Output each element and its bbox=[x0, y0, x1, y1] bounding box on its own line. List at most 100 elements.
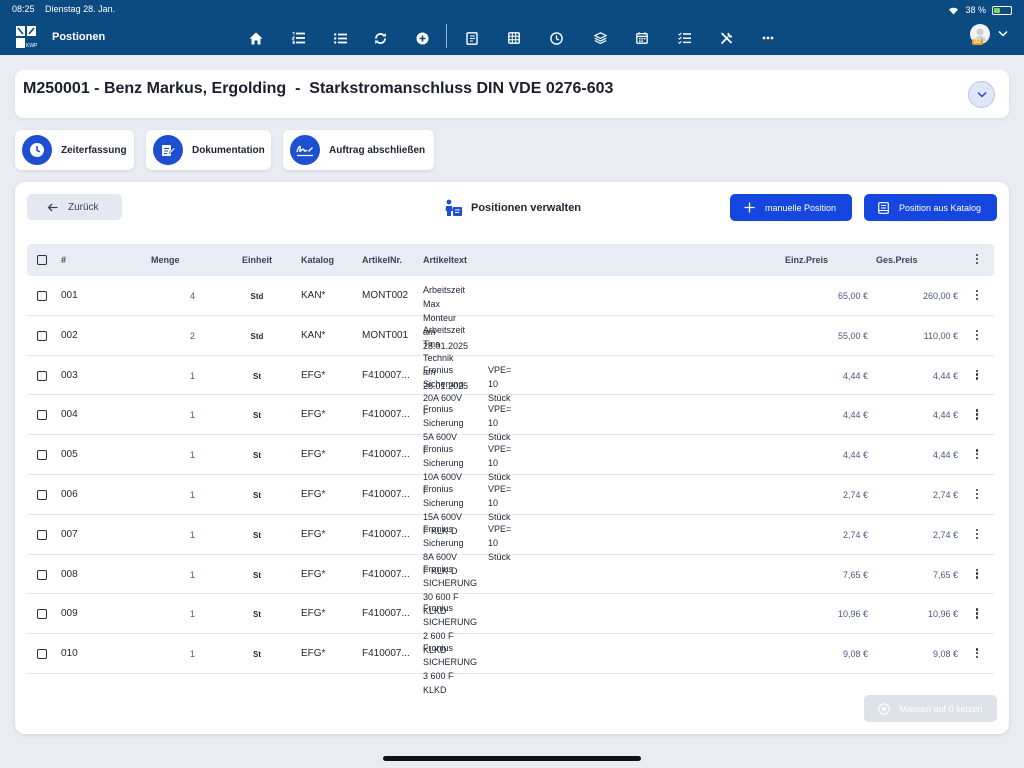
calendar-icon[interactable] bbox=[632, 28, 652, 48]
table-row[interactable]: 001 4 Std KAN* MONT002 Arbeitszeit Max Monteu… bbox=[27, 276, 994, 351]
list-numbered-icon[interactable] bbox=[288, 28, 308, 48]
header-einheit[interactable]: Einheit bbox=[241, 255, 272, 265]
row-checkbox[interactable] bbox=[37, 450, 47, 461]
cell-nr: 004 bbox=[61, 409, 78, 421]
panel-title: Positionen verwalten bbox=[445, 199, 581, 217]
row-checkbox[interactable] bbox=[37, 569, 47, 580]
worker-icon bbox=[445, 199, 462, 216]
header-nr: # bbox=[61, 255, 67, 265]
signature-icon bbox=[290, 135, 320, 165]
more-icon[interactable] bbox=[758, 28, 778, 48]
row-more-icon[interactable] bbox=[975, 488, 979, 500]
row-more-icon[interactable] bbox=[975, 648, 979, 659]
cell-nr: 001 bbox=[61, 290, 78, 301]
back-button[interactable]: Zurück bbox=[27, 194, 122, 220]
cell-einheit: Std bbox=[250, 331, 264, 341]
row-more-icon[interactable] bbox=[975, 528, 979, 539]
cell-artikeltext-line1: Fronius SICHERUNG 3 600 F KLKD bbox=[423, 643, 478, 696]
header-katalog[interactable]: Katalog bbox=[301, 255, 335, 265]
notebook-icon[interactable] bbox=[462, 28, 482, 48]
checklist-icon[interactable] bbox=[674, 28, 694, 48]
row-checkbox[interactable] bbox=[37, 410, 47, 421]
cell-katalog: EFG* bbox=[301, 409, 326, 421]
cell-einzelpreis: 2,74 € bbox=[842, 489, 868, 500]
header-artikelnr[interactable]: ArtikelNr. bbox=[362, 255, 403, 265]
cell-einheit: St bbox=[253, 530, 261, 540]
table-row[interactable]: 010 1 St EFG* F410007... Fronius SICHERUNG 3 … bbox=[27, 634, 994, 695]
table-row[interactable]: 004 1 St EFG* F410007... Fronius Sicherung 5A… bbox=[27, 395, 994, 456]
cell-artikelnr: F410007... bbox=[362, 568, 410, 580]
cell-gesamtpreis: 7,65 € bbox=[932, 569, 958, 580]
cell-katalog: KAN* bbox=[301, 329, 326, 341]
table-row[interactable]: 007 1 St EFG* F410007... Fronius Sicherung 8A… bbox=[27, 515, 994, 576]
cell-menge: 2 bbox=[189, 330, 195, 341]
app-logo: KWP bbox=[16, 26, 37, 49]
table-row[interactable]: 002 2 Std KAN* MONT001 Arbeitszeit Tina Techn… bbox=[27, 316, 994, 391]
row-more-icon[interactable] bbox=[975, 449, 979, 460]
row-checkbox[interactable] bbox=[37, 489, 47, 500]
row-checkbox[interactable] bbox=[37, 529, 47, 540]
row-more-icon[interactable] bbox=[975, 568, 979, 579]
table-header: # Menge Einheit Katalog ArtikelNr. Artik… bbox=[27, 244, 994, 276]
zeiterfassung-button[interactable]: Zeiterfassung bbox=[15, 130, 134, 170]
manual-position-button[interactable]: manuelle Position bbox=[730, 194, 852, 221]
header-menge[interactable]: Menge bbox=[151, 255, 180, 265]
clock-icon[interactable] bbox=[546, 28, 566, 48]
cell-artikeltext-line1: Fronius Sicherung 10A 600V F bbox=[423, 444, 464, 497]
cell-artikeltext-line2: VPE= 10 Stück bbox=[488, 483, 512, 522]
arrow-left-icon bbox=[47, 203, 58, 211]
grid-icon[interactable] bbox=[504, 28, 524, 48]
plus-icon bbox=[744, 202, 755, 213]
clock-icon bbox=[22, 135, 52, 165]
auftrag-abschliessen-button[interactable]: Auftrag abschließen bbox=[283, 130, 434, 170]
list-icon[interactable] bbox=[330, 28, 350, 48]
header-more-icon[interactable] bbox=[975, 254, 979, 265]
table-row[interactable]: 009 1 St EFG* F410007... Fronius SICHERUNG 2 … bbox=[27, 594, 994, 655]
cell-artikelnr: F410007... bbox=[362, 528, 410, 540]
header-artikeltext[interactable]: Artikeltext bbox=[423, 255, 468, 265]
row-more-icon[interactable] bbox=[975, 329, 979, 340]
cell-gesamtpreis: 2,74 € bbox=[932, 529, 958, 540]
row-more-icon[interactable] bbox=[975, 409, 979, 420]
dokumentation-button[interactable]: Dokumentation bbox=[146, 130, 271, 170]
home-icon[interactable] bbox=[246, 28, 266, 48]
row-checkbox[interactable] bbox=[37, 330, 47, 341]
row-checkbox[interactable] bbox=[37, 291, 47, 301]
header-einzelpreis[interactable]: Einz.Preis bbox=[785, 255, 829, 265]
header-gesamtpreis[interactable]: Ges.Preis bbox=[876, 255, 918, 265]
cell-katalog: EFG* bbox=[301, 369, 326, 381]
row-more-icon[interactable] bbox=[975, 290, 979, 301]
plus-circle-icon[interactable] bbox=[412, 28, 432, 48]
expand-button[interactable] bbox=[968, 81, 995, 108]
home-indicator[interactable] bbox=[383, 756, 641, 761]
sync-icon[interactable] bbox=[370, 28, 390, 48]
select-all-checkbox[interactable] bbox=[37, 255, 47, 265]
table-row[interactable]: 005 1 St EFG* F410007... Fronius Sicherung 10… bbox=[27, 435, 994, 496]
tools-icon[interactable] bbox=[716, 28, 736, 48]
catalog-position-button[interactable]: Position aus Katalog bbox=[864, 194, 997, 221]
row-checkbox[interactable] bbox=[37, 609, 47, 620]
cell-einheit: St bbox=[253, 650, 261, 660]
table-row[interactable]: 003 1 St EFG* F410007... Fronius Sicherung 20… bbox=[27, 356, 994, 417]
cell-artikeltext-line2: VPE= 10 Stück bbox=[488, 404, 512, 443]
row-checkbox[interactable] bbox=[37, 370, 47, 381]
row-more-icon[interactable] bbox=[975, 608, 979, 619]
layers-icon[interactable] bbox=[590, 28, 610, 48]
cell-katalog: EFG* bbox=[301, 648, 326, 660]
battery-icon bbox=[992, 5, 1012, 15]
zeiterfassung-label: Zeiterfassung bbox=[61, 144, 127, 156]
cell-menge: 1 bbox=[189, 569, 195, 580]
cell-einheit: St bbox=[253, 451, 261, 461]
chevron-down-icon[interactable] bbox=[998, 30, 1008, 37]
row-checkbox[interactable] bbox=[37, 649, 47, 660]
cell-einzelpreis: 2,74 € bbox=[842, 529, 868, 540]
reset-quantities-button[interactable]: Massen auf 0 setzen bbox=[864, 695, 997, 722]
manual-position-label: manuelle Position bbox=[765, 202, 837, 213]
table-row[interactable]: 006 1 St EFG* F410007... Fronius Sicherung 15… bbox=[27, 475, 994, 536]
battery-percent: 38 % bbox=[965, 5, 986, 15]
cell-gesamtpreis: 4,44 € bbox=[932, 450, 958, 461]
row-more-icon[interactable] bbox=[975, 369, 979, 380]
avatar[interactable]: 02 bbox=[970, 24, 990, 45]
table-row[interactable]: 008 1 St EFG* F410007... Fronius SICHERUNG 30… bbox=[27, 555, 994, 616]
app-bar: KWP Postionen bbox=[0, 22, 1024, 54]
